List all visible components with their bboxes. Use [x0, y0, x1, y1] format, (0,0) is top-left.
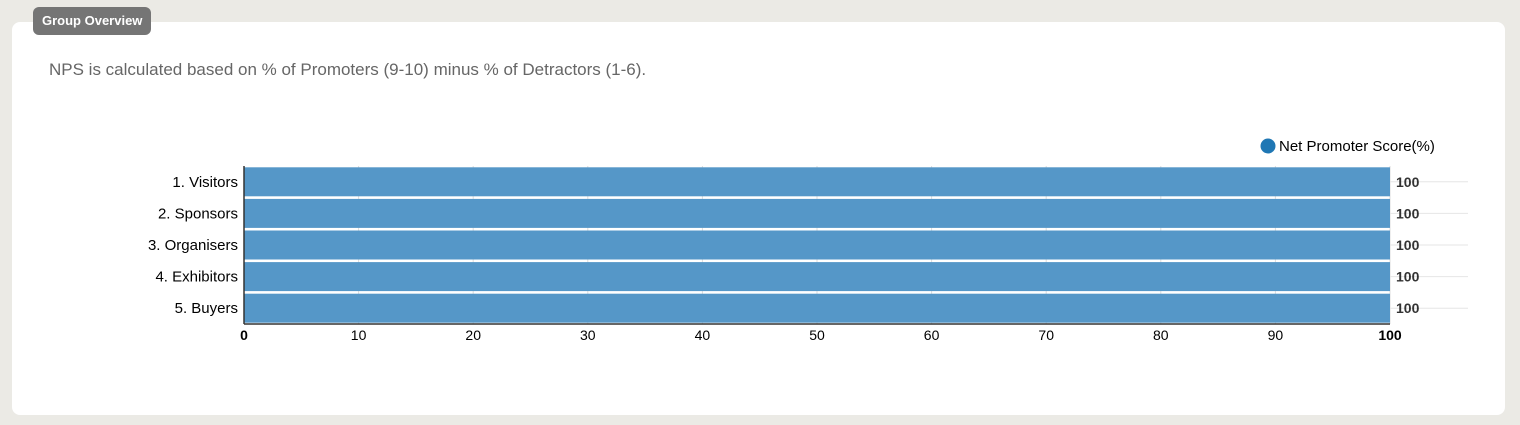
- data-label: 100: [1396, 237, 1420, 253]
- legend-label: Net Promoter Score(%): [1279, 138, 1435, 155]
- x-tick-label: 50: [809, 327, 825, 343]
- data-label: 100: [1396, 300, 1420, 316]
- group-overview-badge: Group Overview: [33, 7, 152, 35]
- x-tick-label: 0: [240, 327, 248, 343]
- category-label: 3. Organisers: [148, 237, 238, 254]
- bar: [244, 262, 1390, 292]
- data-label: 100: [1396, 269, 1420, 285]
- category-label: 5. Buyers: [175, 300, 238, 317]
- x-tick-label: 90: [1268, 327, 1284, 343]
- x-tick-label: 40: [695, 327, 711, 343]
- data-label: 100: [1396, 205, 1420, 221]
- data-label: 100: [1396, 174, 1420, 190]
- x-tick-label: 20: [465, 327, 481, 343]
- category-label: 2. Sponsors: [158, 205, 238, 222]
- x-tick-label: 100: [1378, 327, 1402, 343]
- x-tick-label: 80: [1153, 327, 1169, 343]
- bar: [244, 293, 1390, 323]
- x-tick-label: 70: [1038, 327, 1054, 343]
- bar: [244, 230, 1390, 260]
- nps-description: NPS is calculated based on % of Promoter…: [49, 60, 647, 79]
- bar: [244, 198, 1390, 228]
- category-label: 1. Visitors: [172, 174, 238, 191]
- x-tick-label: 10: [351, 327, 367, 343]
- legend-dot-icon: [1260, 138, 1276, 154]
- bar: [244, 167, 1390, 197]
- x-tick-label: 60: [924, 327, 940, 343]
- category-label: 4. Exhibitors: [155, 269, 238, 286]
- x-tick-label: 30: [580, 327, 596, 343]
